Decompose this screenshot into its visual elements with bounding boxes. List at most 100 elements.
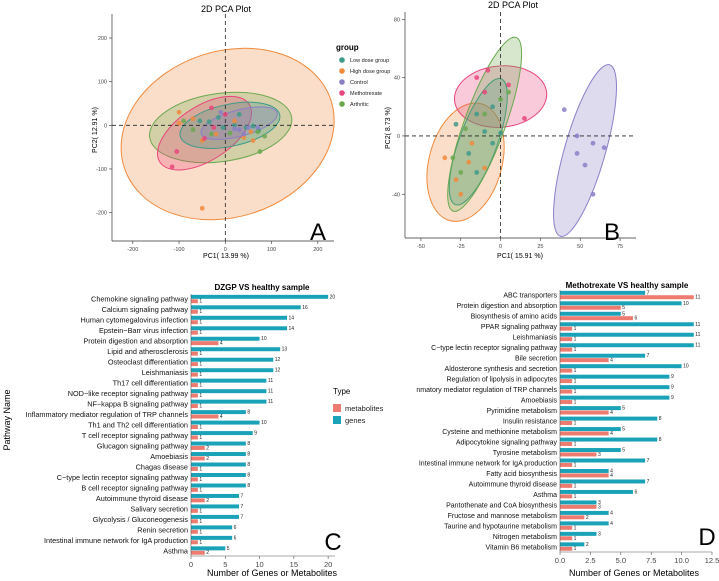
bar-value-label-metabolites: 1 [199,487,202,493]
bar-genes [560,290,646,295]
bar-metabolites [560,504,597,509]
category-label: Asthma [533,492,557,499]
point-high-dose-group [190,116,196,122]
bar-value-label-metabolites: 2 [206,498,209,504]
point-arthritic [257,149,263,154]
bar-genes [191,472,246,477]
bar-metabolites [191,404,198,409]
point-methotrexate [506,82,511,88]
legend-label-arthritic: Arthritic [350,102,369,108]
point-control [574,151,580,156]
category-label: Adipocytokine signaling pathway [456,439,558,446]
category-label: Fructose and mannose metabolism [448,513,557,520]
bar-metabolites [560,525,573,530]
bar-metabolites [191,487,198,492]
bar-value-label-genes: 11 [695,343,700,349]
bar-value-label-metabolites: 1 [574,546,577,552]
bar-genes [560,343,694,348]
category-label: NF−kappa B signaling pathway [87,400,188,409]
bar-value-label-metabolites: 1 [199,466,202,472]
bar-value-label-genes: 5 [622,311,625,317]
point-arthritic [506,89,511,95]
bar-value-label-genes: 9 [671,395,674,401]
bar-value-label-genes: 10 [261,336,267,342]
bar-metabolites [560,326,573,331]
legend-label-metabolites: metabolites [345,404,384,413]
bar-value-label-metabolites: 1 [574,379,577,385]
bar-genes [191,336,260,341]
legend-swatch-high-dose-group [339,68,345,74]
bar-value-label-genes: 4 [610,521,613,527]
bar-metabolites [560,473,609,478]
point-high-dose-group [232,118,237,124]
bar-genes [191,399,267,404]
bar-value-label-metabolites: 1 [574,462,577,468]
point-low-dose-group [250,123,256,129]
bar-value-label-metabolites: 1 [199,435,202,441]
bar-genes [191,504,239,509]
bar-value-label-metabolites: 1 [574,389,577,395]
panel-a-title: 2D PCA Plot [201,4,252,14]
bar-value-label-genes: 5 [622,406,625,412]
point-control [590,191,596,197]
bar-value-label-genes: 7 [647,458,650,464]
bar-genes [191,535,233,540]
bar-value-label-metabolites: 4 [220,341,223,347]
legend-swatch-low-dose-group [339,57,345,63]
legend-label-genes: genes [345,416,366,425]
point-methotrexate [222,112,228,117]
ellipse-control [553,64,617,237]
panel-a-pca-chart: -200 -100 0 100 200 -200 -100 0 100 200 [96,14,335,253]
bar-metabolites [191,425,198,429]
point-arthritic [227,130,233,136]
x-tick-label: 7.5 [646,556,656,565]
bar-metabolites [560,305,621,310]
legend-label-high-dose-group: High dose group [350,69,390,75]
category-label: Biosynthesis of amino acids [471,314,558,321]
bar-value-label-genes: 5 [622,427,625,433]
x-tick-label: 12.5 [705,556,719,565]
bar-value-label-genes: 7 [647,479,650,485]
point-low-dose-group [474,111,480,117]
bar-metabolites [560,337,573,342]
category-label: Intestinal immune network for IgA produc… [419,460,557,467]
bar-metabolites [560,358,609,363]
bar-value-label-genes: 9 [671,374,674,380]
point-methotrexate [169,164,175,170]
bar-value-label-metabolites: 2 [206,550,209,556]
legend-swatch-arthritic [339,101,345,107]
bar-genes [560,489,633,494]
point-arthritic [498,97,503,102]
bar-metabolites [191,498,205,503]
category-label: Chagas disease [136,462,188,471]
point-low-dose-group [197,118,203,124]
x-tick-label: 5 [223,560,227,569]
bar-value-label-metabolites: 1 [199,372,202,378]
bar-value-label-genes: 4 [610,468,613,474]
bar-metabolites [560,452,597,457]
point-low-dose-group [220,125,226,130]
bar-value-label-genes: 9 [671,385,674,391]
bar-value-label-metabolites: 1 [574,326,577,332]
category-label: Autoimmune thyroid disease [469,481,557,488]
legend-swatch-control [339,79,345,85]
bar-genes [560,479,646,484]
bar-genes [191,420,260,425]
x-tick-label: 25 [537,244,543,250]
category-label: Osteoclast differentiation [108,358,188,367]
point-control [590,140,596,146]
point-low-dose-group [232,122,237,128]
point-high-dose-group [176,109,182,115]
bar-metabolites [191,519,198,524]
bar-value-label-genes: 8 [659,437,662,443]
bar-value-label-metabolites: 1 [199,330,202,336]
x-tick-label: 2.5 [585,556,595,565]
bar-genes [191,357,274,362]
bar-value-label-genes: 12 [275,368,281,374]
bar-genes [191,326,287,331]
bar-genes [560,500,597,505]
x-tick-label: -25 [457,244,465,250]
bar-metabolites [560,536,573,541]
bar-metabolites [560,410,609,415]
